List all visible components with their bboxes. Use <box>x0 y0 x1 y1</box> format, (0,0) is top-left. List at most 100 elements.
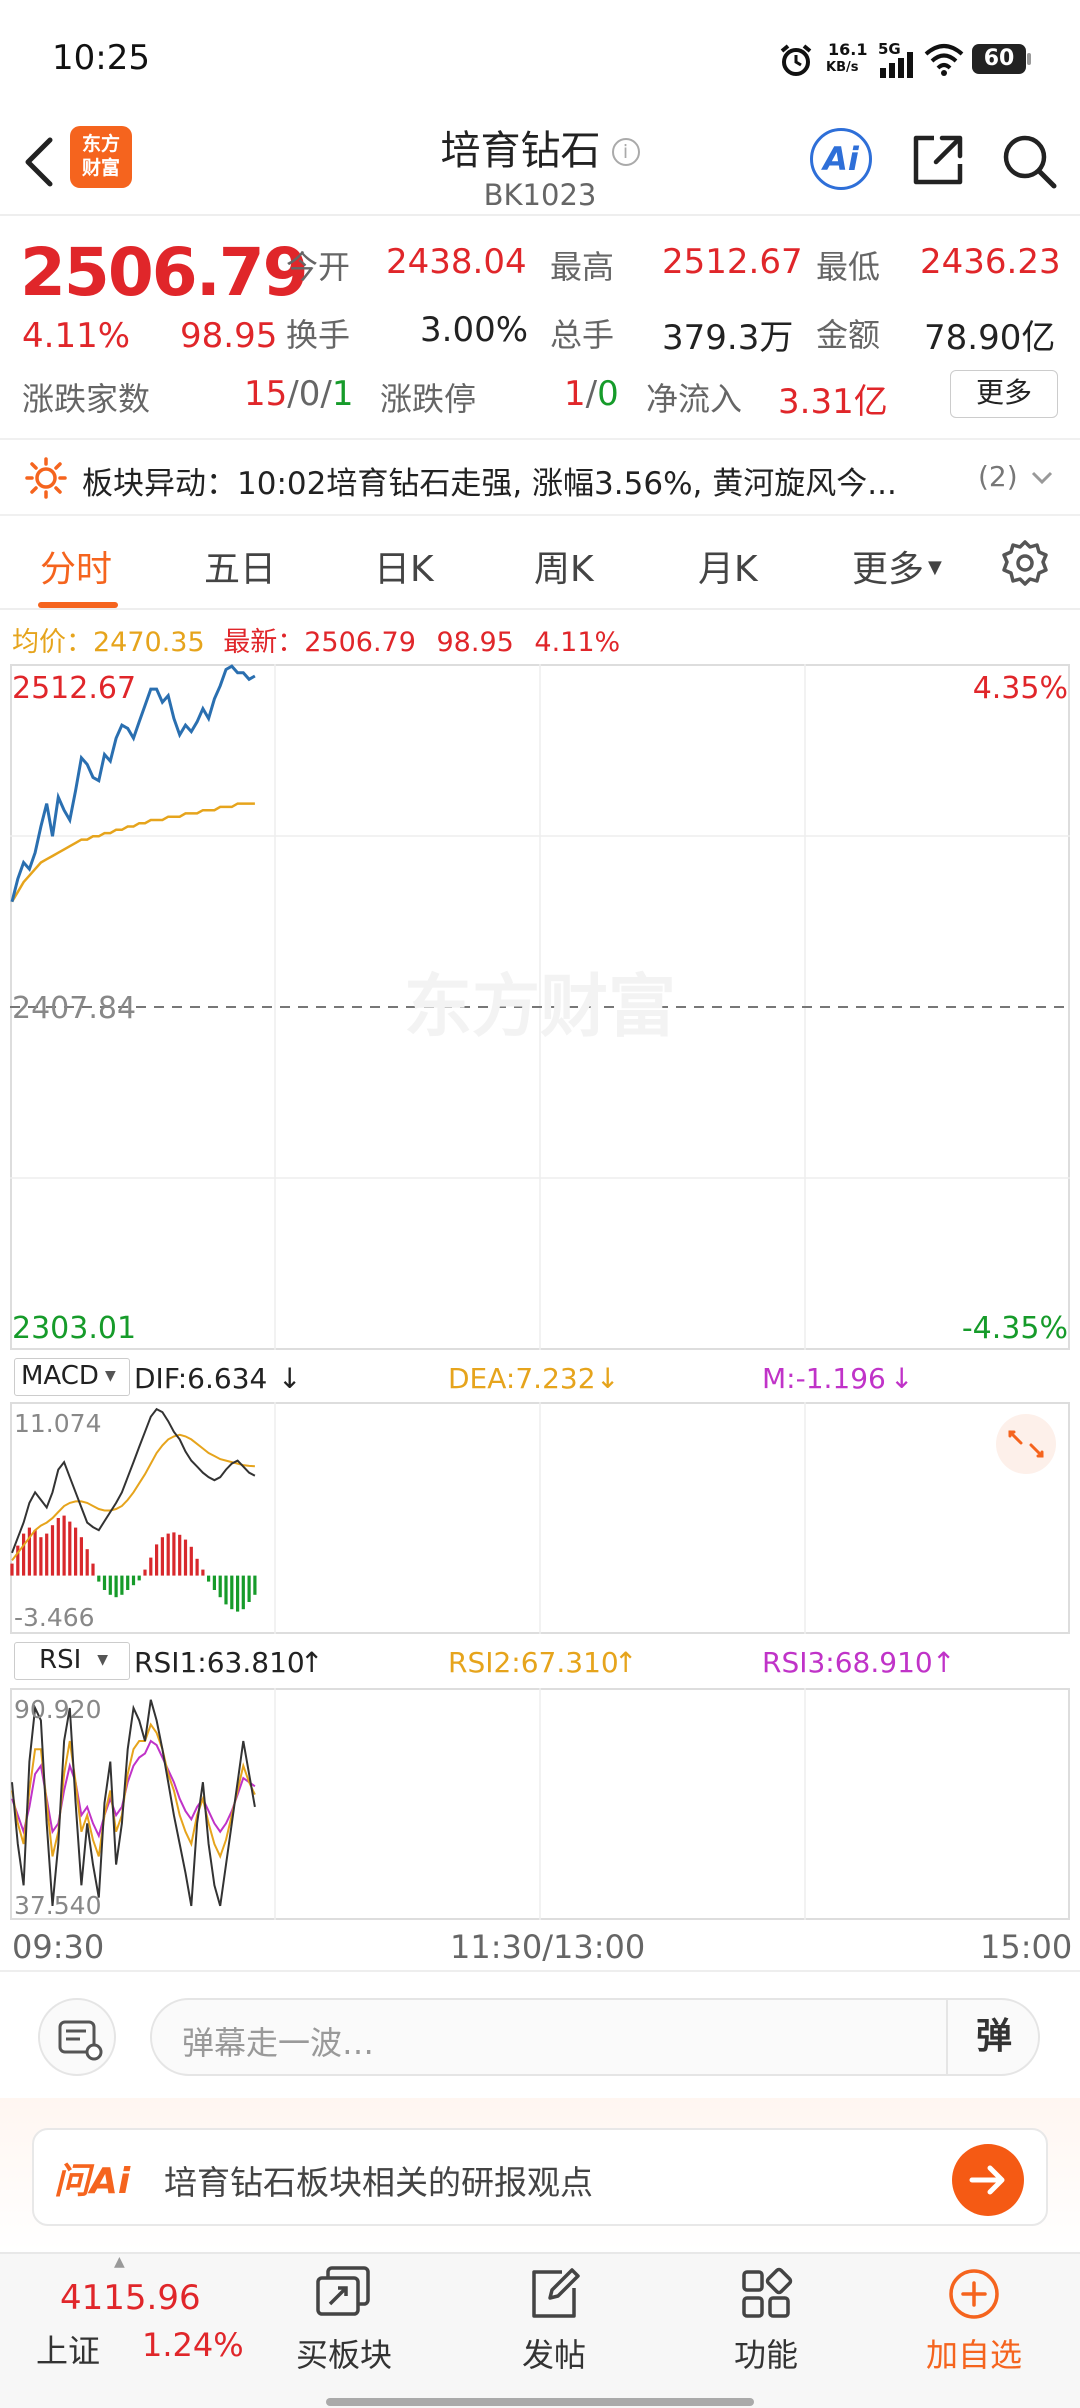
danmu-toggle-label: 弹 <box>975 2016 1012 2057</box>
dif-line <box>11 1407 256 1554</box>
index-pct: 1.24% <box>142 2326 244 2364</box>
rsi1-line <box>11 1699 256 1907</box>
current-price: 2506.79 <box>20 234 309 311</box>
notes-icon <box>58 2020 103 2061</box>
quote-panel: 2506.79 4.11% 98.95 今开 2438.04 最高 2512.6… <box>0 218 1080 436</box>
rsi-chart[interactable]: 90.920 37.540 <box>10 1688 1070 1920</box>
inflow-label: 净流入 <box>646 380 743 418</box>
logo-line1: 东方 <box>81 133 120 155</box>
macd-chart[interactable]: 11.074 -3.466 <box>10 1402 1070 1634</box>
macd-bar <box>241 1575 245 1610</box>
rsi2-up-arrow-icon: ↑ <box>614 1646 638 1679</box>
tab-weekly-k[interactable]: 周K <box>534 540 594 592</box>
macd-bar <box>91 1563 95 1576</box>
change-value: 98.95 <box>180 316 278 356</box>
macd-bar <box>39 1537 43 1576</box>
rsi-selector[interactable]: RSI ▼ <box>14 1642 130 1680</box>
macd-bar <box>230 1575 234 1610</box>
macd-m: M:-1.196 <box>762 1362 886 1395</box>
nav-buy-sector[interactable]: 买板块 <box>284 2264 404 2384</box>
tab-more[interactable]: 更多 ▼ <box>852 540 942 592</box>
search-icon[interactable] <box>1000 132 1058 194</box>
tab-active-underline <box>38 602 118 608</box>
rsi2-value: RSI2:67.310 <box>448 1646 619 1679</box>
macd-bar <box>102 1575 107 1590</box>
nav-functions[interactable]: 功能 <box>706 2264 826 2384</box>
comment-list-button[interactable] <box>38 1998 116 2076</box>
status-bar: 10:25 16.1 KB/s 5G 60 <box>0 0 1080 110</box>
alert-text: 板块异动：10:02培育钻石走强, 涨幅3.56%, 黄河旋风今... <box>82 466 897 502</box>
dea-down-arrow-icon: ↓ <box>596 1362 620 1395</box>
rsi-header: RSI ▼ RSI1:63.810 ↑ RSI2:67.310 ↑ RSI3:68… <box>10 1636 1070 1686</box>
macd-bar <box>16 1545 20 1576</box>
macd-bar <box>45 1533 49 1576</box>
macd-bar <box>114 1575 118 1598</box>
danmu-toggle-button[interactable]: 弹 <box>946 2000 1040 2074</box>
macd-bar <box>33 1530 37 1576</box>
macd-bar <box>183 1539 188 1576</box>
ask-ai-card[interactable]: 问Ai 培育钻石板块相关的研报观点 <box>32 2128 1048 2226</box>
edit-icon <box>532 2268 580 2318</box>
limit-values: 1/0 <box>564 374 619 414</box>
nav-post[interactable]: 发帖 <box>494 2264 614 2384</box>
stat-value-open: 2438.04 <box>386 242 527 282</box>
macd-bar <box>247 1575 251 1602</box>
settings-gear-icon[interactable] <box>1000 538 1050 592</box>
macd-bar <box>149 1557 153 1576</box>
index-ticker[interactable]: ▲ 4115.96 上证 1.24% <box>0 2254 260 2394</box>
macd-bar <box>137 1575 141 1581</box>
chart-legend-row: 均价：2470.35 最新：2506.79 98.95 4.11% <box>12 620 620 659</box>
back-arrow-icon[interactable] <box>22 136 56 192</box>
macd-bar <box>68 1521 72 1576</box>
tab-five-day-label: 五日 <box>204 549 277 590</box>
caret-down-icon: ▼ <box>104 1368 116 1384</box>
macd-bar <box>155 1544 159 1576</box>
alert-bar[interactable]: 板块异动：10:02培育钻石走强, 涨幅3.56%, 黄河旋风今... (2) <box>0 438 1080 516</box>
add-circle-icon <box>949 2269 999 2319</box>
rsi1-value: RSI1:63.810 <box>134 1646 305 1679</box>
macd-dif: DIF:6.634 <box>134 1362 268 1395</box>
nav-functions-label: 功能 <box>733 2336 798 2374</box>
tab-monthly-k-label: 月K <box>698 549 758 590</box>
macd-bar <box>56 1518 60 1576</box>
tab-daily-k[interactable]: 日K <box>374 540 434 592</box>
tab-weekly-k-label: 周K <box>534 549 594 590</box>
tab-intraday[interactable]: 分时 <box>40 540 112 592</box>
info-icon[interactable]: i <box>611 138 640 166</box>
macd-selector[interactable]: MACD ▼ <box>14 1358 130 1396</box>
arrow-right-icon[interactable] <box>952 2144 1024 2216</box>
share-icon[interactable] <box>910 132 966 192</box>
macd-bar <box>85 1549 89 1576</box>
y-high-pct-label: 4.35% <box>973 671 1068 706</box>
caret-down-icon: ▼ <box>928 557 942 578</box>
header-title-block[interactable]: 培育钻石 i BK1023 <box>340 118 740 212</box>
expand-icon[interactable] <box>996 1414 1056 1474</box>
danmu-input[interactable]: 弹幕走一波… 弹 <box>150 1998 1040 2076</box>
tab-monthly-k[interactable]: 月K <box>698 540 758 592</box>
more-button[interactable]: 更多 <box>950 370 1058 418</box>
macd-max-label: 11.074 <box>14 1409 101 1438</box>
alert-count: (2) <box>978 460 1018 493</box>
down-count: 1 <box>331 374 354 414</box>
app-logo[interactable]: 东方 财富 <box>70 126 132 188</box>
time-mid: 11:30/13:00 <box>450 1928 646 1966</box>
macd-bar <box>131 1575 136 1586</box>
ai-button[interactable]: Ai <box>810 128 872 190</box>
stat-label-amount: 金额 <box>816 316 881 354</box>
grid-icon <box>742 2267 793 2318</box>
nav-add-watchlist[interactable]: 加自选 <box>914 2264 1034 2384</box>
rsi-selector-label: RSI <box>39 1645 82 1675</box>
chevron-down-icon[interactable] <box>1030 468 1054 492</box>
nav-add-watchlist-label: 加自选 <box>925 2336 1022 2374</box>
y-high-label: 2512.67 <box>12 671 136 706</box>
intraday-chart[interactable]: 东方财富 2512.67 4.35% 2407.84 2303.01 -4.35… <box>10 664 1070 1350</box>
macd-bar <box>212 1575 216 1590</box>
nav-post-label: 发帖 <box>521 2336 586 2374</box>
tab-five-day[interactable]: 五日 <box>204 540 276 592</box>
nav-buy-sector-label: 买板块 <box>295 2336 392 2374</box>
limit-down-count: 0 <box>597 374 619 414</box>
inflow-value: 3.31亿 <box>778 382 888 422</box>
wifi-icon <box>924 42 964 80</box>
chart-tabs: 分时 五日 日K 周K 月K 更多 ▼ <box>0 518 1080 610</box>
stat-label-low: 最低 <box>816 248 881 286</box>
